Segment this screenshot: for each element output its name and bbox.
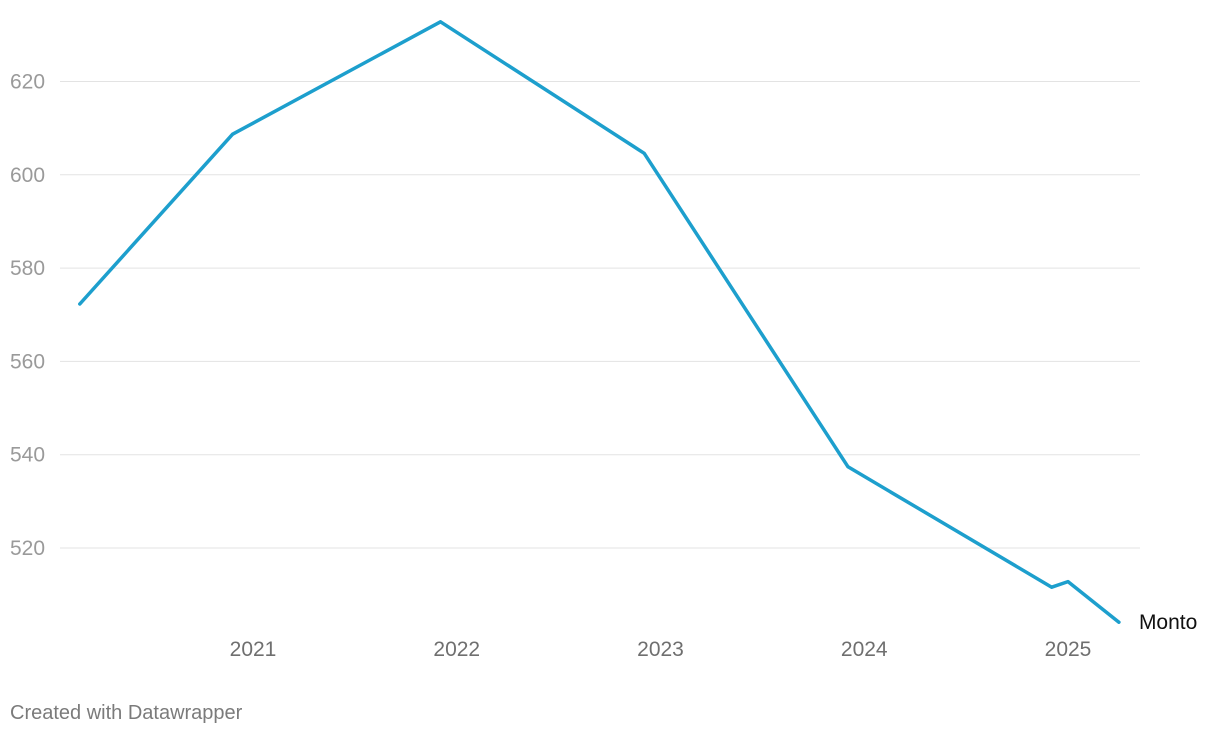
data-point [438, 20, 442, 24]
x-axis-tick-labels: 2021 2022 2023 2024 2025 [230, 638, 1092, 661]
y-tick-label: 540 [10, 444, 45, 467]
data-point [1050, 585, 1054, 589]
data-point [231, 132, 235, 136]
series-label-monto: Monto [1139, 611, 1197, 634]
y-tick-label: 600 [10, 164, 45, 187]
x-tick-label: 2023 [637, 638, 684, 661]
grid-lines [60, 81, 1140, 549]
x-tick-label: 2021 [230, 638, 277, 661]
x-tick-label: 2022 [433, 638, 480, 661]
y-tick-label: 580 [10, 257, 45, 280]
data-point [1117, 620, 1121, 624]
data-point [846, 465, 850, 469]
data-point [78, 302, 82, 306]
datawrapper-credit: Created with Datawrapper [10, 702, 243, 724]
data-point [1066, 580, 1070, 584]
x-tick-label: 2024 [841, 638, 888, 661]
y-tick-label: 620 [10, 71, 45, 94]
data-point [642, 151, 646, 155]
series-line-monto [78, 20, 1121, 624]
x-tick-label: 2025 [1045, 638, 1092, 661]
y-axis-tick-labels: 520 540 560 580 600 620 [10, 71, 45, 561]
y-tick-label: 520 [10, 537, 45, 560]
y-tick-label: 560 [10, 350, 45, 373]
series-layer: Monto [78, 20, 1197, 634]
